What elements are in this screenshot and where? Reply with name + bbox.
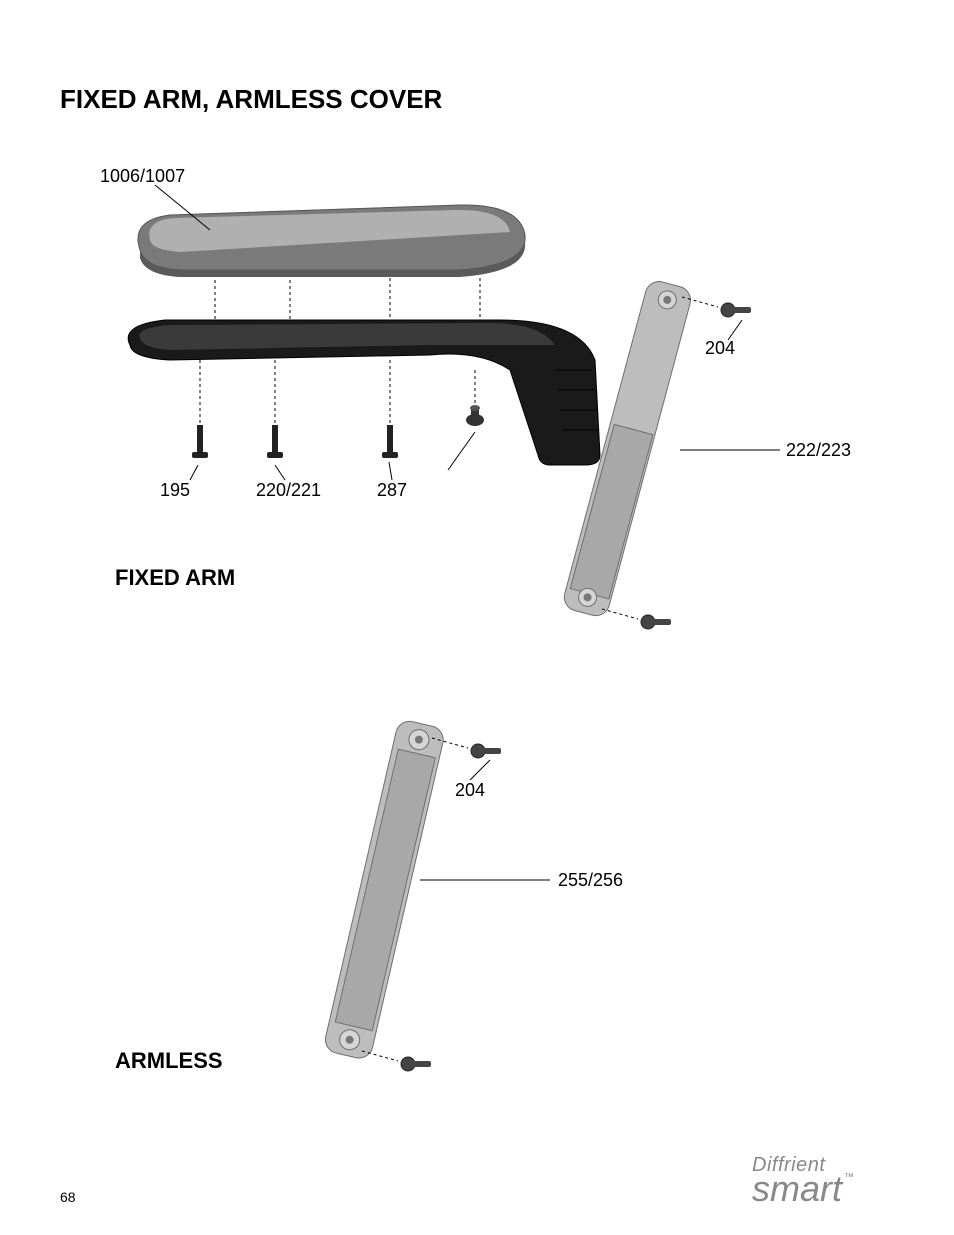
logo-line2: smart™ bbox=[752, 1173, 854, 1205]
callout-287: 287 bbox=[377, 480, 407, 501]
screw-195 bbox=[192, 425, 208, 458]
arm-pad-part bbox=[138, 205, 525, 277]
callout-220-221: 220/221 bbox=[256, 480, 321, 501]
bracket-screw-top bbox=[682, 297, 751, 317]
callout-204-top: 204 bbox=[705, 338, 735, 359]
callout-1006-1007: 1006/1007 bbox=[100, 166, 185, 187]
armless-section-label: ARMLESS bbox=[115, 1048, 223, 1074]
screw-287 bbox=[466, 405, 484, 426]
page-number: 68 bbox=[60, 1189, 76, 1205]
brand-logo: Diffrient smart™ bbox=[752, 1155, 854, 1205]
armless-bracket bbox=[323, 719, 446, 1061]
callout-195: 195 bbox=[160, 480, 190, 501]
screw-220-a bbox=[267, 425, 283, 458]
callout-222-223: 222/223 bbox=[786, 440, 851, 461]
bracket-screw-bottom bbox=[602, 609, 671, 629]
callout-255-256: 255/256 bbox=[558, 870, 623, 891]
armless-diagram bbox=[300, 700, 750, 1100]
page-title: FIXED ARM, ARMLESS COVER bbox=[60, 84, 442, 115]
armless-screw-bottom bbox=[362, 1051, 431, 1071]
fixed-arm-section-label: FIXED ARM bbox=[115, 565, 235, 591]
callout-204-bottom: 204 bbox=[455, 780, 485, 801]
screw-220-b bbox=[382, 425, 398, 458]
